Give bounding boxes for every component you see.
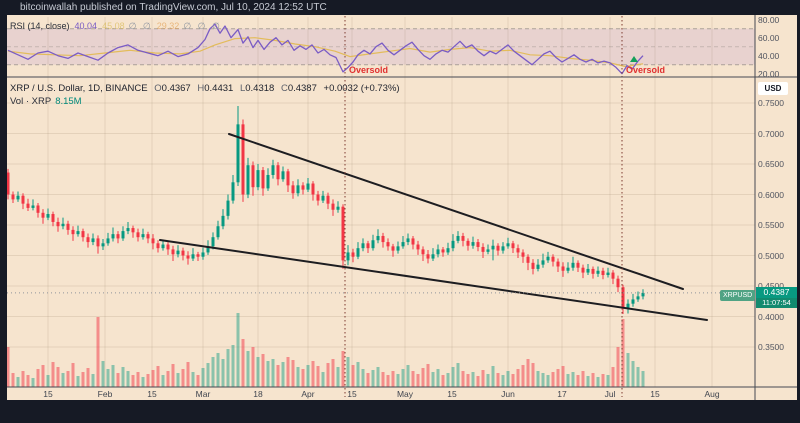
time-tick-label: Jul: [604, 389, 616, 399]
time-tick-label: 17: [557, 389, 567, 399]
footer-bar: TradingView: [0, 400, 800, 423]
volume-value: 8.15M: [55, 96, 82, 107]
axis-tick-label: 40.00: [758, 50, 780, 61]
symbol-price-tag: XRPUSD: [720, 290, 756, 301]
axis-tick-label: 20.00: [758, 68, 780, 79]
time-tick-label: Aug: [704, 389, 720, 399]
symbol-title: XRP / U.S. Dollar, 1D, BINANCE: [10, 83, 148, 94]
volume-legend[interactable]: Vol · XRP 8.15M: [10, 96, 82, 107]
ohlc-change: +0.0032 (+0.73%): [323, 83, 400, 94]
rsi-legend[interactable]: RSI (14, close) 40.04 45.08 ∅ ∅ 29.32 ∅ ∅ ∅: [10, 21, 222, 32]
time-tick-label: 15: [43, 389, 53, 399]
axis-tick-label: 0.5500: [758, 220, 784, 230]
ohlc-close: 0.4387: [287, 83, 317, 94]
oversold-annotation: Oversold: [626, 65, 666, 75]
volume-plot: [7, 313, 645, 387]
symbol-legend[interactable]: XRP / U.S. Dollar, 1D, BINANCE O0.4367 H…: [10, 83, 400, 94]
oversold-annotation: Oversold: [349, 65, 389, 75]
axis-tick-label: 60.00: [758, 32, 780, 43]
volume-label: Vol · XRP: [10, 96, 52, 107]
time-tick-label: 15: [347, 389, 357, 399]
attribution-bar: bitcoinwallah published on TradingView.c…: [0, 0, 800, 15]
rsi-legend-title: RSI (14, close): [10, 21, 70, 31]
upper-wedge-line: [228, 133, 684, 290]
axis-tick-label: 0.7000: [758, 128, 784, 139]
axis-tick-label: 0.6000: [758, 189, 784, 200]
attribution-text: bitcoinwallah published on TradingView.c…: [20, 2, 327, 13]
ohlc-low: 0.4318: [245, 83, 275, 94]
time-tick-label: 18: [253, 389, 263, 399]
chart-plot-area[interactable]: [7, 15, 797, 400]
time-tick-label: 15: [147, 389, 157, 399]
time-tick-label: May: [396, 389, 414, 399]
rsi-value: 40.04: [74, 21, 98, 31]
time-tick-label: 15: [447, 389, 457, 399]
time-tick-label: Feb: [97, 389, 113, 399]
ohlc-high: 0.4431: [204, 83, 234, 94]
time-tick-label: Jun: [501, 389, 515, 399]
time-tick-label: Mar: [195, 389, 211, 399]
time-tick-label: Apr: [301, 389, 315, 399]
rsi-line: [7, 23, 644, 75]
rsi-signal-caret: [630, 56, 638, 62]
axis-tick-label: 0.4500: [758, 281, 784, 291]
axis-tick-label: 0.3500: [758, 342, 784, 352]
axis-tick-label: 0.5000: [758, 250, 784, 261]
chart-canvas-background: [7, 15, 797, 400]
axis-tick-label: 0.6500: [758, 159, 784, 169]
last-price-axis-label: 0.4387 11:07:54: [756, 287, 797, 308]
rsi-ma-value: 45.08: [102, 21, 125, 31]
lower-wedge-line: [159, 239, 708, 321]
candlestick-plot: [7, 106, 645, 315]
rsi-hidden-plot-icons: ∅ ∅: [128, 21, 153, 31]
last-price-value: 0.4387: [756, 287, 797, 298]
currency-toggle-button[interactable]: USD: [758, 82, 788, 95]
rsi-hidden-plot-icons-2: ∅ ∅ ∅: [183, 21, 222, 31]
axis-tick-label: 0.4000: [758, 311, 784, 322]
rsi-band-value: 29.32: [156, 21, 180, 31]
axis-tick-label: 80.00: [758, 14, 780, 25]
time-tick-label: 15: [650, 389, 660, 399]
rsi-ma-line: [7, 37, 644, 68]
ohlc-open: 0.4367: [161, 83, 191, 94]
bar-countdown: 11:07:54: [756, 298, 797, 308]
axis-tick-label: 0.7500: [758, 98, 784, 108]
